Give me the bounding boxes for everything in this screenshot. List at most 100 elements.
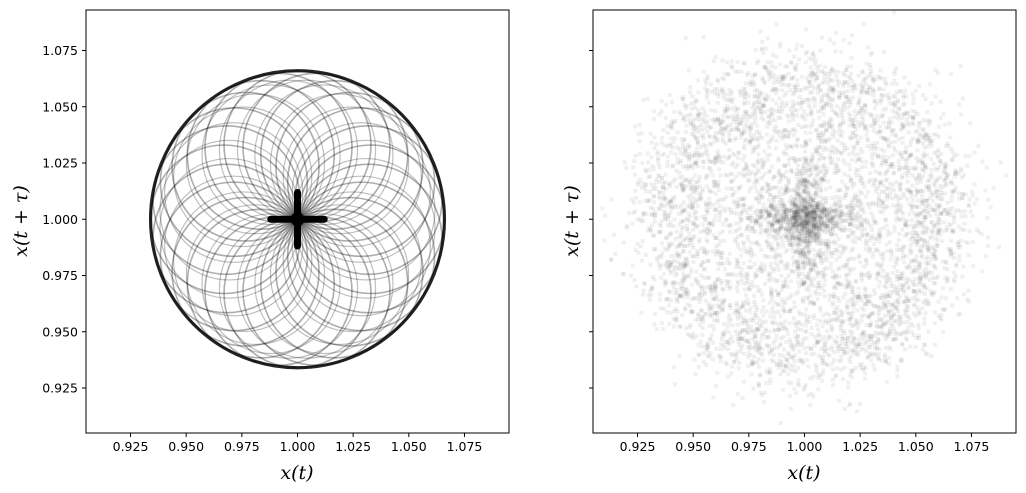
noise-point <box>822 177 827 182</box>
noise-point <box>680 183 685 188</box>
noise-point <box>880 292 885 297</box>
noise-point <box>771 73 776 78</box>
noise-point <box>814 368 819 373</box>
noise-point <box>796 237 801 242</box>
noise-point <box>690 184 695 189</box>
noise-point <box>837 132 842 137</box>
noise-point <box>756 347 761 352</box>
noise-point <box>860 150 865 155</box>
noise-point <box>829 324 834 329</box>
noise-point <box>786 119 791 124</box>
noise-point <box>759 211 764 216</box>
noise-point <box>879 97 884 102</box>
noise-point <box>747 327 752 332</box>
noise-point <box>749 170 754 175</box>
noise-point <box>893 110 898 115</box>
noise-point <box>769 347 774 352</box>
noise-point <box>955 241 960 246</box>
noise-point <box>802 280 807 285</box>
noise-point <box>781 134 786 139</box>
noise-point <box>825 224 830 229</box>
noise-point <box>873 169 878 174</box>
noise-point <box>713 284 718 289</box>
noise-point <box>749 359 754 364</box>
noise-point <box>860 233 865 238</box>
noise-point <box>757 347 762 352</box>
noise-point <box>895 288 900 293</box>
noise-point <box>743 110 748 115</box>
noise-point <box>809 223 814 228</box>
noise-point <box>685 302 690 307</box>
noise-point <box>766 213 771 218</box>
noise-point <box>810 234 815 239</box>
noise-point <box>703 78 708 83</box>
noise-point <box>875 118 880 123</box>
noise-point <box>943 165 948 170</box>
noise-point <box>768 206 773 211</box>
noise-point <box>707 134 712 139</box>
noise-point <box>678 241 683 246</box>
noise-point <box>751 315 756 320</box>
noise-point <box>690 221 695 226</box>
noise-point <box>923 271 928 276</box>
noise-point <box>953 188 958 193</box>
noise-point <box>937 229 942 234</box>
noise-point <box>960 96 965 101</box>
noise-point <box>825 92 830 97</box>
noise-point <box>789 381 794 386</box>
noise-point <box>828 219 833 224</box>
noise-point <box>952 214 957 219</box>
noise-point <box>819 152 824 157</box>
noise-point <box>827 119 832 124</box>
noise-point <box>821 164 826 169</box>
noise-point <box>835 281 840 286</box>
noise-point <box>903 151 908 156</box>
noise-point <box>859 275 864 280</box>
noise-point <box>785 359 790 364</box>
noise-point <box>911 115 916 120</box>
noise-point <box>721 306 726 311</box>
noise-point <box>866 299 871 304</box>
noise-point <box>759 165 764 170</box>
noise-point <box>652 322 657 327</box>
noise-point <box>742 287 747 292</box>
noise-point <box>683 149 688 154</box>
noise-point <box>814 65 819 70</box>
noise-point <box>753 218 758 223</box>
noise-point <box>742 174 747 179</box>
noise-point <box>880 317 885 322</box>
noise-point <box>637 200 642 205</box>
noise-point <box>889 249 894 254</box>
noise-point <box>729 273 734 278</box>
noise-point <box>886 96 891 101</box>
noise-point <box>835 310 840 315</box>
noise-point <box>804 319 809 324</box>
noise-point <box>800 340 805 345</box>
noise-point <box>668 290 673 295</box>
noise-point <box>777 190 782 195</box>
noise-point <box>743 207 748 212</box>
noise-point <box>683 291 688 296</box>
noise-point <box>745 234 750 239</box>
noise-point <box>956 196 961 201</box>
noise-point <box>891 153 896 158</box>
noise-point <box>696 78 701 83</box>
noise-point <box>872 151 877 156</box>
noise-point <box>910 173 915 178</box>
noise-point <box>728 305 733 310</box>
noise-point <box>813 72 818 77</box>
noise-point <box>952 279 957 284</box>
noise-point <box>751 74 756 79</box>
noise-point <box>924 273 929 278</box>
noise-point <box>767 300 772 305</box>
noise-point <box>768 244 773 249</box>
noise-point <box>704 95 709 100</box>
noise-point <box>705 88 710 93</box>
noise-point <box>848 103 853 108</box>
noise-point <box>753 218 758 223</box>
noise-point <box>836 359 841 364</box>
noise-point <box>911 289 916 294</box>
noise-point <box>914 137 919 142</box>
noise-point <box>832 292 837 297</box>
noise-point <box>718 89 723 94</box>
